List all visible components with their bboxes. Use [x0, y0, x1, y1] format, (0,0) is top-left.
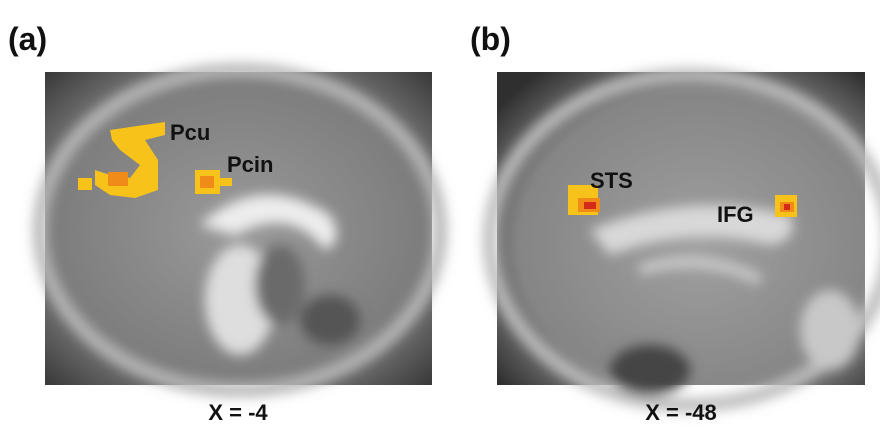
panel-a: (a) Pcu Pcin X = -4	[8, 21, 440, 425]
panel-b: (b) STS IFG X = -48	[470, 21, 880, 425]
figure: (a) Pcu Pcin X = -4 (b)	[0, 0, 880, 431]
coordinate: X = -48	[645, 400, 717, 425]
region-label: Pcin	[227, 152, 273, 177]
region-label: IFG	[717, 202, 754, 227]
region-label: Pcu	[170, 120, 210, 145]
panel-label: (b)	[470, 21, 511, 57]
region-label: STS	[590, 168, 633, 193]
coordinate: X = -4	[208, 400, 268, 425]
panel-label: (a)	[8, 21, 47, 57]
